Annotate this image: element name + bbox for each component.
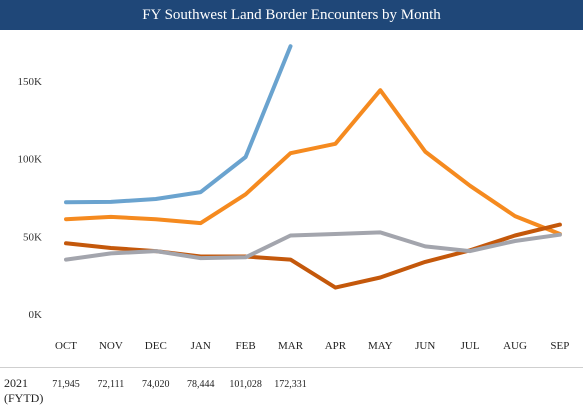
y-tick-label: 50K: [23, 231, 42, 243]
y-tick-label: 100K: [18, 154, 43, 166]
x-tick-label: NOV: [99, 340, 123, 352]
x-tick-label: FEB: [236, 340, 256, 352]
table-cell: 172,331: [274, 379, 307, 390]
table-row-label-year: 2021: [4, 376, 28, 390]
x-tick-label: MAR: [278, 340, 304, 352]
table-cell: 72,111: [97, 379, 125, 390]
table-divider: [0, 367, 583, 368]
x-tick-label: DEC: [145, 340, 167, 352]
table-cell: 74,020: [142, 379, 170, 390]
x-tick-label: JUL: [461, 340, 480, 352]
table-cell: 78,444: [186, 379, 215, 390]
x-tick-label: AUG: [503, 340, 527, 352]
series-line-4: [64, 230, 562, 262]
y-tick-label: 150K: [18, 76, 43, 88]
x-tick-label: MAY: [368, 340, 393, 352]
x-tick-label: APR: [325, 340, 347, 352]
x-tick-label: JAN: [191, 340, 211, 352]
line-chart: 0K 50K 100K 150K OCT NOV DEC JAN FEB MAR APR MAY JUN…: [18, 44, 569, 352]
table-row-label-fytd: (FYTD): [4, 391, 44, 405]
series-line-1: [64, 44, 293, 205]
x-tick-label: JUN: [415, 340, 435, 352]
table-cell: 101,028: [229, 379, 262, 390]
chart-title: FY Southwest Land Border Encounters by M…: [0, 0, 583, 30]
x-tick-label: SEP: [550, 340, 569, 352]
table-cell: 71,945: [52, 379, 80, 390]
x-tick-label: OCT: [55, 340, 77, 352]
y-tick-label: 0K: [29, 309, 43, 321]
series-line-2: [64, 88, 562, 236]
